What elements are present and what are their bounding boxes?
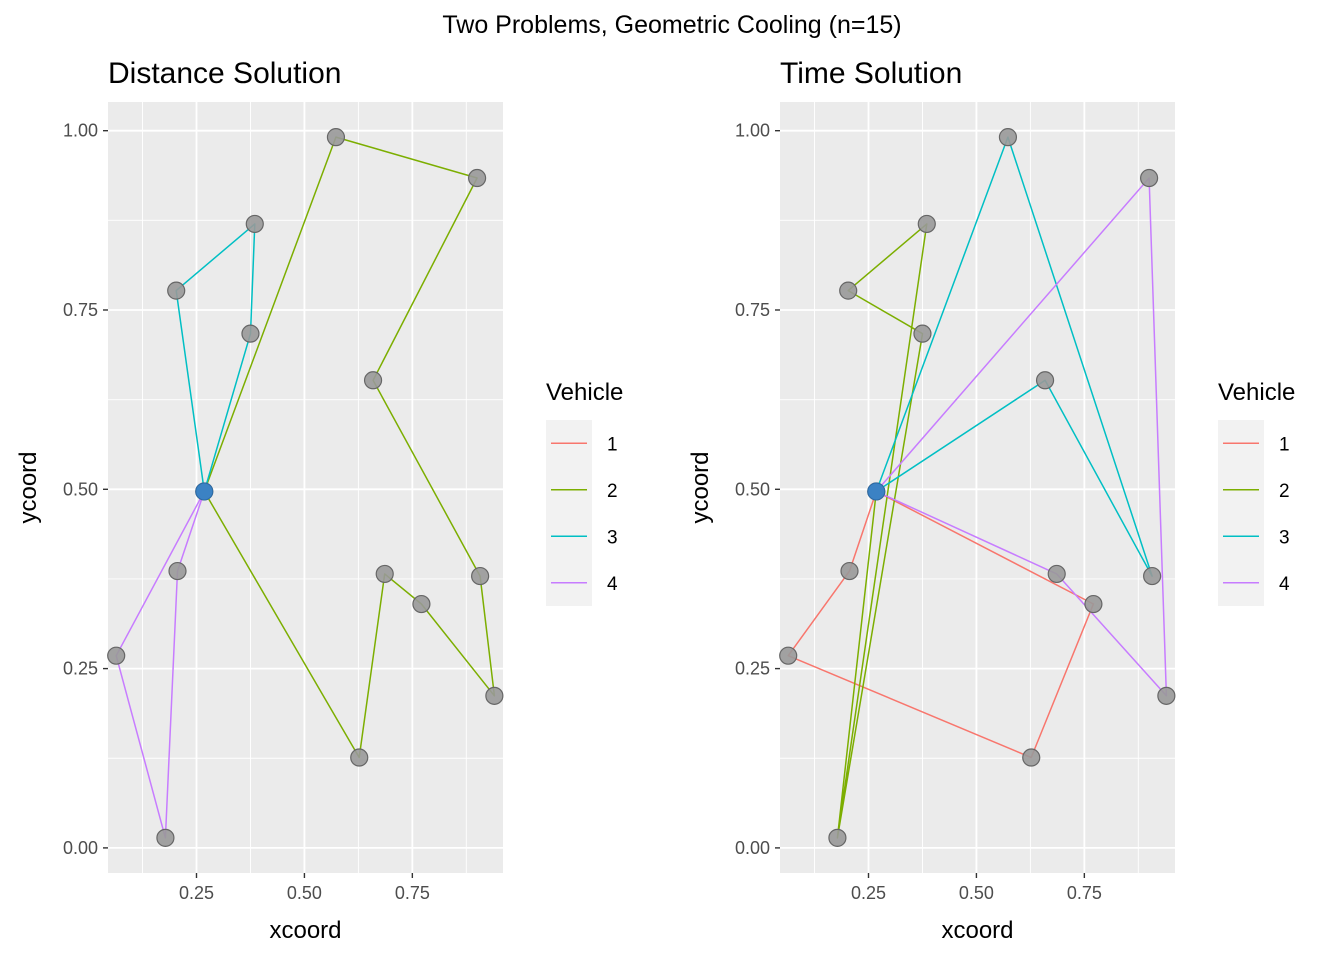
y-axis-ticks: 0.00 0.25 0.50 0.75 1.00 bbox=[735, 121, 780, 858]
depot-point bbox=[195, 482, 214, 501]
y-axis-ticks: 0.00 0.25 0.50 0.75 1.00 bbox=[63, 121, 108, 858]
panel-title: Time Solution bbox=[780, 57, 962, 90]
x-axis-title: xcoord bbox=[941, 917, 1013, 944]
x-tick-label: 0.50 bbox=[959, 883, 994, 903]
customer-point bbox=[156, 828, 175, 847]
x-tick-label: 0.25 bbox=[851, 883, 886, 903]
x-axis-ticks: 0.25 0.50 0.75 bbox=[179, 873, 430, 903]
plot-background bbox=[108, 102, 503, 873]
customer-points bbox=[779, 128, 1176, 847]
x-axis-ticks: 0.25 0.50 0.75 bbox=[851, 873, 1102, 903]
y-tick-label: 0.00 bbox=[735, 838, 770, 858]
x-tick-label: 0.75 bbox=[1067, 883, 1102, 903]
customer-point bbox=[1035, 371, 1055, 390]
legend-label: 1 bbox=[1279, 434, 1290, 455]
legend-label: 4 bbox=[1279, 574, 1290, 595]
x-tick-label: 0.50 bbox=[287, 883, 322, 903]
legend-label: 4 bbox=[607, 574, 618, 595]
y-tick-label: 0.25 bbox=[735, 659, 770, 679]
y-tick-label: 1.00 bbox=[735, 121, 770, 141]
customer-point bbox=[167, 281, 186, 300]
customer-point bbox=[1022, 748, 1041, 767]
y-tick-label: 0.75 bbox=[63, 300, 98, 320]
legend-label: 1 bbox=[607, 434, 618, 455]
customer-point bbox=[1047, 564, 1066, 584]
customer-point bbox=[241, 324, 260, 343]
customer-point bbox=[326, 128, 346, 147]
customer-point bbox=[107, 646, 126, 665]
distance-solution-panel: Distance Solution 0.25 0.50 0.75 0.000.250… bbox=[15, 57, 623, 944]
customer-point bbox=[1157, 686, 1176, 705]
y-tick-label: 0.50 bbox=[63, 479, 98, 499]
legend-title: Vehicle bbox=[1218, 379, 1295, 406]
y-tick-label: 0.50 bbox=[735, 479, 770, 499]
legend-label: 3 bbox=[1279, 527, 1290, 548]
route-vehicle-2 bbox=[203, 136, 496, 759]
legend-title: Vehicle bbox=[546, 379, 623, 406]
customer-point bbox=[485, 686, 504, 705]
y-axis-title: ycoord bbox=[15, 451, 42, 523]
legend-label: 2 bbox=[1279, 481, 1290, 502]
y-tick-label: 0.00 bbox=[63, 838, 98, 858]
customer-point bbox=[779, 646, 798, 665]
y-tick-label: 1.00 bbox=[63, 121, 98, 141]
customer-point bbox=[350, 748, 369, 767]
x-axis-title: xcoord bbox=[269, 917, 341, 944]
y-tick-label: 0.75 bbox=[735, 300, 770, 320]
depot-marker bbox=[867, 482, 886, 501]
customer-point bbox=[471, 566, 490, 586]
customer-point bbox=[913, 324, 932, 343]
major-gridlines bbox=[108, 102, 503, 873]
major-gridlines bbox=[780, 102, 1175, 873]
customer-point bbox=[467, 168, 487, 188]
customer-point bbox=[917, 214, 936, 234]
plot-background bbox=[780, 102, 1175, 873]
customer-point bbox=[1139, 168, 1159, 188]
customer-point bbox=[1143, 566, 1162, 586]
customer-point bbox=[1084, 594, 1103, 614]
legend: Vehicle 1 2 3 4 bbox=[546, 379, 623, 606]
x-tick-label: 0.75 bbox=[395, 883, 430, 903]
depot-point bbox=[867, 482, 886, 501]
legend-label: 2 bbox=[607, 481, 618, 502]
y-axis-title: ycoord bbox=[687, 451, 714, 523]
y-tick-label: 0.25 bbox=[63, 659, 98, 679]
customer-point bbox=[840, 561, 859, 581]
customer-point bbox=[245, 214, 264, 234]
route-vehicle-1 bbox=[787, 490, 1095, 759]
customer-point bbox=[839, 281, 858, 300]
customer-point bbox=[828, 828, 847, 847]
time-solution-panel: Time Solution 0.25 0.50 0.75 0.000.250.500… bbox=[687, 57, 1295, 944]
x-tick-label: 0.25 bbox=[179, 883, 214, 903]
legend: Vehicle 1 2 3 4 bbox=[1218, 379, 1295, 606]
panel-title: Distance Solution bbox=[108, 57, 341, 90]
customer-point bbox=[363, 371, 383, 390]
customer-point bbox=[375, 564, 394, 584]
customer-point bbox=[412, 594, 431, 614]
figure-title: Two Problems, Geometric Cooling (n=15) bbox=[442, 11, 901, 39]
legend-label: 3 bbox=[607, 527, 618, 548]
customer-point bbox=[998, 128, 1018, 147]
customer-point bbox=[168, 561, 187, 581]
depot-marker bbox=[195, 482, 214, 501]
